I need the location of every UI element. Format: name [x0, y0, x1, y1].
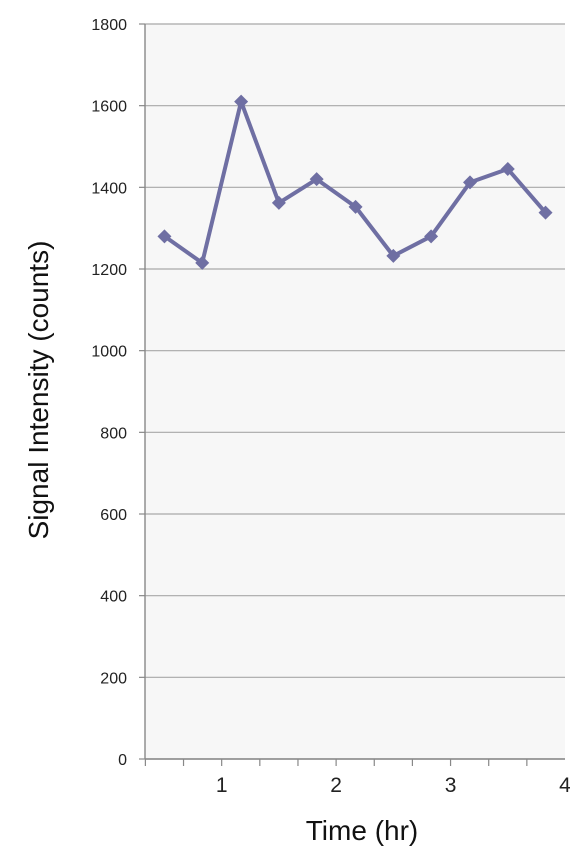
axes	[139, 23, 565, 766]
data-point-marker	[234, 94, 249, 109]
y-tick-label: 800	[100, 425, 127, 442]
y-tick-label: 400	[100, 589, 127, 606]
x-tick-label: 4	[559, 774, 570, 797]
gridlines	[145, 23, 565, 760]
y-tick-label: 0	[118, 752, 127, 769]
y-tick-label: 600	[100, 507, 127, 524]
data-point-marker	[195, 255, 210, 270]
data-point-marker	[424, 229, 439, 244]
data-point-marker	[500, 161, 515, 176]
data-point-marker	[348, 199, 363, 214]
y-tick-label: 1400	[91, 180, 127, 197]
y-tick-label: 1600	[91, 99, 127, 116]
data-point-marker	[309, 172, 324, 187]
plot-area	[145, 24, 565, 759]
x-tick-label: 2	[330, 774, 342, 797]
y-axis-title: Signal Intensity (counts)	[23, 241, 54, 540]
x-axis-title: Time (hr)	[306, 815, 419, 846]
x-tick-label: 1	[216, 774, 228, 797]
data-point-marker	[538, 205, 553, 220]
series-group	[157, 94, 553, 270]
y-tick-label: 1000	[91, 344, 127, 361]
y-tick-labels: 0 200 400 600 800 1000 1200 1400 1600 1800	[91, 17, 127, 769]
data-point-marker	[463, 175, 478, 190]
y-tick-label: 200	[100, 670, 127, 687]
x-tick-labels: 1 2 3 4	[216, 774, 570, 797]
data-point-marker	[386, 248, 401, 263]
data-point-marker	[271, 195, 286, 210]
y-tick-label: 1800	[91, 17, 127, 34]
x-tick-label: 3	[445, 774, 457, 797]
y-tick-label: 1200	[91, 262, 127, 279]
data-point-marker	[157, 229, 172, 244]
